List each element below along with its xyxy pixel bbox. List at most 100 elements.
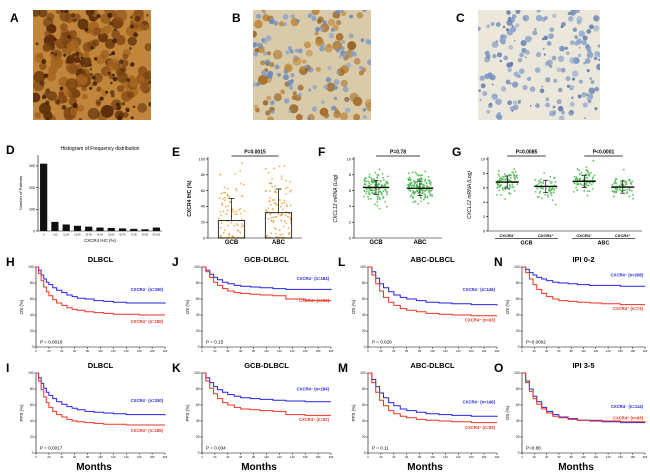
svg-text:0: 0 — [32, 345, 34, 349]
svg-text:GCB-DLBCL: GCB-DLBCL — [244, 255, 289, 264]
svg-text:21-30: 21-30 — [74, 234, 81, 237]
svg-text:CXCR4 IHC (%): CXCR4 IHC (%) — [84, 238, 116, 243]
svg-text:81-90: 81-90 — [142, 234, 149, 237]
svg-text:60: 60 — [362, 403, 366, 407]
svg-text:40: 40 — [196, 313, 200, 317]
svg-text:40: 40 — [196, 419, 200, 423]
svg-text:2: 2 — [349, 221, 351, 225]
svg-text:60: 60 — [239, 349, 242, 353]
svg-text:300: 300 — [29, 164, 35, 168]
svg-text:0: 0 — [201, 349, 203, 353]
svg-text:100: 100 — [581, 455, 586, 459]
svg-text:61-70: 61-70 — [119, 234, 126, 237]
svg-text:ABC-DLBCL: ABC-DLBCL — [410, 361, 455, 370]
svg-text:DLBCL: DLBCL — [88, 361, 114, 370]
histogram-svg: Histogram of Frequency distribution 0 100 2… — [18, 146, 162, 243]
panel-label-g: G — [452, 145, 462, 159]
svg-text:20: 20 — [362, 435, 366, 439]
svg-text:P = 0.0017: P = 0.0017 — [40, 446, 63, 451]
km-curve-dlbcl-pfs: DLBCL 0 20 40 60 80 100 0 20 40 60 80 100 120 140 160 18… — [18, 360, 168, 462]
km-svg: DLBCL 0 20 40 60 80 100 0 20 40 60 80 100 120 140 160 18… — [19, 255, 168, 353]
svg-text:P = 0.11: P = 0.11 — [372, 446, 389, 451]
svg-text:P<0.0001: P<0.0001 — [593, 150, 615, 156]
svg-text:0: 0 — [521, 349, 523, 353]
scatter-cxcl12-mrna-by-cxcr4-status: 0 2 4 6 8 10 CXCL12 mRNA (Log) CXCR4⁻ CXCR4⁺ CXCR… — [464, 144, 646, 252]
svg-text:CXCR4⁻ (n=184): CXCR4⁻ (n=184) — [297, 276, 330, 281]
panel-label-o: O — [494, 361, 504, 375]
svg-text:P = 0.15: P = 0.15 — [206, 340, 224, 345]
svg-text:120: 120 — [594, 349, 599, 353]
svg-text:40: 40 — [201, 205, 205, 209]
km-curve-gcb-dlbcl-pfs: GCB-DLBCL 0 20 40 60 80 100 0 20 40 60 80 100 120 140 1… — [184, 360, 334, 462]
svg-text:8: 8 — [483, 172, 485, 176]
svg-text:20: 20 — [30, 435, 34, 439]
svg-text:20: 20 — [213, 455, 216, 459]
svg-text:20: 20 — [213, 349, 216, 353]
svg-text:180: 180 — [316, 349, 321, 353]
panel-label-a: A — [10, 11, 19, 25]
svg-text:80: 80 — [362, 281, 366, 285]
x-axis-label-months-col4: Months — [558, 462, 594, 473]
micrograph-cxcr4-moderate-staining — [253, 10, 371, 120]
svg-text:GCB: GCB — [521, 240, 533, 246]
svg-text:CXCR4⁺ (n=74): CXCR4⁺ (n=74) — [613, 306, 644, 311]
km-curve-abc-dlbcl-pfs: ABC-DLBCL 0 20 40 60 80 100 0 20 40 60 80 100 120 140 1… — [350, 360, 500, 462]
svg-text:0: 0 — [203, 236, 205, 240]
svg-text:CXCL12 mRNA (Log): CXCL12 mRNA (Log) — [333, 174, 339, 222]
svg-text:20: 20 — [47, 455, 50, 459]
svg-text:200: 200 — [29, 186, 35, 190]
svg-text:0: 0 — [367, 349, 369, 353]
svg-text:20: 20 — [47, 349, 50, 353]
svg-text:IPI 3-5: IPI 3-5 — [572, 361, 594, 370]
svg-text:OS (%): OS (%) — [185, 299, 190, 314]
svg-text:GCB: GCB — [369, 240, 383, 246]
svg-text:Histogram of Frequency distrib: Histogram of Frequency distribution — [61, 146, 140, 152]
svg-text:100: 100 — [360, 265, 366, 269]
svg-text:160: 160 — [469, 455, 474, 459]
svg-text:GCB: GCB — [225, 240, 239, 246]
svg-text:160: 160 — [303, 349, 308, 353]
svg-text:CXCR4⁻: CXCR4⁻ — [499, 233, 515, 238]
svg-text:180: 180 — [630, 455, 635, 459]
km-curve-ipi-3-5-os: IPI 3-5 0 20 40 60 80 100 0 20 40 60 80 100 120 140 160… — [504, 360, 648, 462]
svg-text:0: 0 — [33, 229, 35, 233]
svg-text:0: 0 — [35, 455, 37, 459]
svg-text:80: 80 — [196, 387, 200, 391]
svg-text:100: 100 — [194, 371, 200, 375]
km-svg: GCB-DLBCL 0 20 40 60 80 100 0 20 40 60 80 100 120 140 1… — [185, 255, 334, 353]
svg-text:1-10: 1-10 — [53, 234, 58, 237]
svg-text:140: 140 — [124, 349, 129, 353]
svg-text:200: 200 — [329, 349, 334, 353]
svg-text:100: 100 — [98, 349, 103, 353]
svg-text:200: 200 — [643, 349, 648, 353]
svg-text:71-80: 71-80 — [131, 234, 138, 237]
svg-text:40: 40 — [392, 455, 395, 459]
svg-text:40: 40 — [362, 313, 366, 317]
svg-text:2: 2 — [483, 215, 485, 219]
km-curve-gcb-dlbcl-os: GCB-DLBCL 0 20 40 60 80 100 0 20 40 60 80 100 120 140 1… — [184, 254, 334, 356]
svg-text:CXCR4⁺: CXCR4⁺ — [615, 233, 631, 238]
svg-text:160: 160 — [137, 349, 142, 353]
svg-text:80: 80 — [86, 349, 89, 353]
svg-text:60: 60 — [516, 403, 520, 407]
svg-text:0: 0 — [198, 451, 200, 455]
svg-text:8: 8 — [349, 173, 351, 177]
svg-text:IPI 0-2: IPI 0-2 — [572, 255, 594, 264]
svg-text:CXCR4⁻ (n=184): CXCR4⁻ (n=184) — [297, 387, 330, 392]
scatter-svg: 0 20 40 60 80 100 CXCR4 IHC (%) GCB ABC P=0.0015 — [187, 150, 302, 246]
km-svg: ABC-DLBCL 0 20 40 60 80 100 0 20 40 60 80 100 120 140 1… — [351, 361, 500, 459]
svg-text:20: 20 — [379, 455, 382, 459]
svg-text:60: 60 — [557, 455, 560, 459]
svg-text:DLBCL: DLBCL — [88, 255, 114, 264]
svg-text:200: 200 — [163, 455, 168, 459]
svg-text:140: 140 — [606, 455, 611, 459]
x-axis-label-months-col3: Months — [407, 462, 443, 473]
km-svg: IPI 0-2 0 20 40 60 80 100 0 20 40 60 80 100 120 140 160… — [505, 255, 648, 353]
svg-text:120: 120 — [443, 455, 448, 459]
svg-text:P=0.0085: P=0.0085 — [516, 150, 538, 156]
svg-text:0: 0 — [364, 451, 366, 455]
svg-text:60: 60 — [30, 297, 34, 301]
svg-text:P=0.88: P=0.88 — [526, 446, 541, 451]
svg-text:200: 200 — [329, 455, 334, 459]
